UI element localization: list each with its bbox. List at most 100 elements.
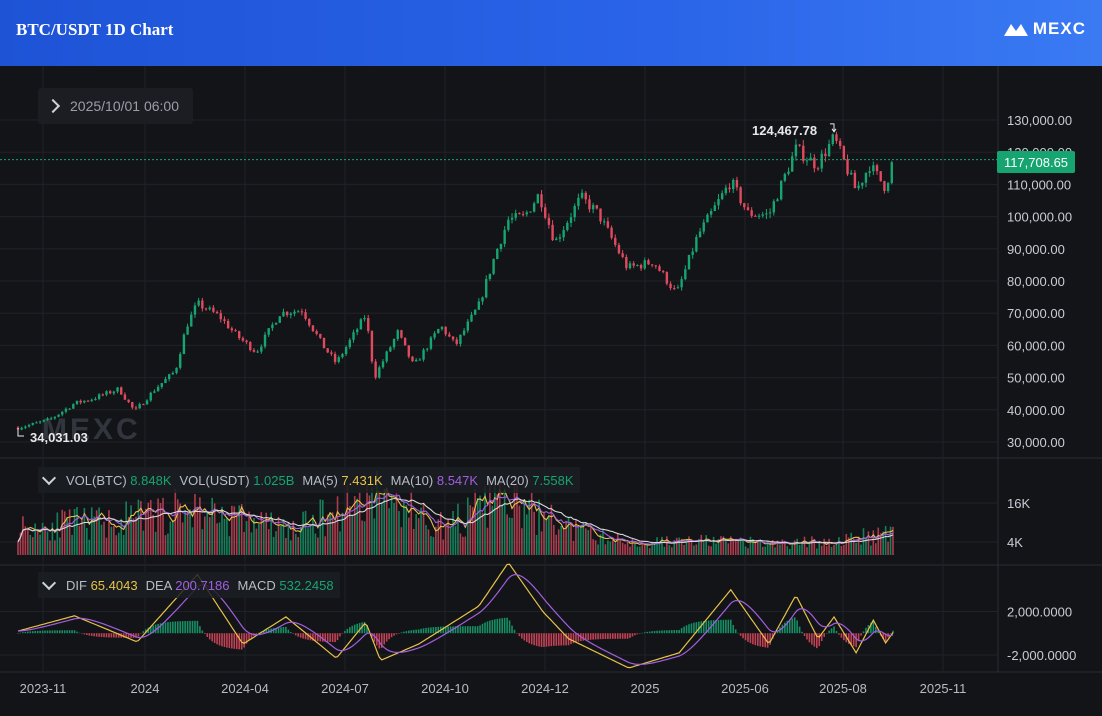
macd-histogram-bar — [675, 630, 678, 634]
volume-bar — [184, 510, 186, 555]
candle-body — [35, 422, 38, 424]
macd-histogram-bar — [555, 633, 558, 646]
volume-bar — [403, 501, 405, 555]
volume-bar — [587, 530, 590, 555]
macd-histogram-bar — [36, 630, 39, 634]
volume-bar — [540, 531, 543, 555]
macd-histogram-bar — [658, 630, 661, 634]
macd-histogram-bar — [176, 621, 179, 634]
macd-histogram-bar — [803, 633, 806, 636]
x-tick-label: 2025-06 — [721, 681, 769, 696]
volume-bar — [771, 540, 774, 555]
candle-body — [134, 407, 138, 409]
candle-body — [850, 172, 853, 175]
volume-bar — [417, 518, 420, 555]
volume-bar — [135, 516, 137, 555]
macd-histogram-bar — [255, 633, 258, 635]
candle-body — [883, 181, 886, 191]
macd-histogram-bar — [324, 633, 327, 642]
macd-histogram-bar — [312, 633, 314, 641]
candle-body — [761, 214, 764, 216]
candle-body — [204, 308, 208, 310]
macd-histogram-bar — [742, 633, 744, 639]
volume-bar — [577, 525, 580, 555]
candle-body — [348, 339, 352, 348]
volume-bar — [550, 504, 553, 555]
candle-body — [765, 213, 768, 215]
volume-bar — [469, 505, 472, 555]
macd-legend[interactable]: DIF 65.4043 DEA 200.7186 MACD 532.2458 — [38, 572, 340, 598]
volume-bar — [582, 521, 585, 555]
volume-legend[interactable]: VOL(BTC) 8.848K VOL(USDT) 1.025B MA(5) 7… — [38, 467, 580, 493]
volume-bar — [294, 533, 297, 555]
volume-bar — [358, 491, 361, 555]
crosshair-date-pill[interactable]: 2025/10/01 06:00 — [38, 88, 193, 124]
candle-body — [886, 183, 890, 191]
chevron-down-icon[interactable] — [41, 470, 57, 486]
volume-bar — [24, 526, 27, 555]
volume-bar — [791, 542, 794, 555]
volume-bar — [874, 543, 877, 555]
volume-bar — [766, 541, 769, 555]
y-tick-label: 110,000.00 — [1007, 177, 1071, 192]
candle-body — [820, 153, 823, 169]
chevron-right-icon[interactable] — [45, 98, 61, 114]
macd-histogram-bar — [476, 626, 479, 634]
macd-histogram-group — [17, 617, 894, 650]
candle-body — [577, 197, 580, 206]
volume-bar — [872, 530, 875, 555]
macd-histogram-bar — [614, 633, 617, 639]
candle-body — [768, 212, 772, 214]
volume-bar — [567, 517, 570, 555]
legend-macd-value: 532.2458 — [279, 577, 334, 593]
volume-bar — [390, 494, 393, 555]
candle-body — [97, 394, 101, 399]
volume-bar — [629, 546, 631, 555]
volume-bar — [877, 527, 880, 555]
macd-histogram-bar — [734, 629, 737, 634]
volume-bar — [395, 493, 398, 555]
volume-bar — [892, 526, 894, 555]
volume-bar — [580, 525, 582, 555]
candle-body — [783, 173, 787, 181]
macd-histogram-bar — [191, 620, 194, 634]
volume-bar — [602, 528, 604, 555]
candle-body — [190, 314, 193, 327]
macd-histogram-bar — [147, 627, 150, 634]
macd-histogram-bar — [430, 627, 432, 634]
candle-body — [739, 187, 742, 204]
volume-bar — [530, 492, 533, 555]
candle-body — [673, 288, 676, 290]
macd-histogram-bar — [501, 618, 503, 634]
volume-bar — [380, 502, 383, 555]
candle-body — [208, 307, 211, 310]
volume-bar — [816, 548, 818, 555]
candle-body — [879, 171, 882, 182]
macd-histogram-bar — [683, 626, 685, 634]
macd-histogram-bar — [86, 633, 88, 636]
macd-histogram-bar — [852, 633, 855, 647]
candle-body — [289, 313, 293, 316]
volume-bar — [685, 539, 688, 555]
macd-histogram-bar — [695, 622, 698, 634]
candle-body — [853, 172, 857, 189]
macd-histogram-bar — [602, 633, 604, 640]
volume-bar — [439, 512, 442, 555]
volume-bar — [673, 540, 676, 555]
macd-histogram-bar — [575, 633, 577, 643]
candle-body — [344, 347, 348, 355]
macd-histogram-bar — [105, 633, 108, 638]
volume-bar — [371, 487, 373, 555]
macd-histogram-bar — [466, 626, 469, 634]
volume-bar — [341, 512, 344, 555]
macd-histogram-bar — [511, 625, 513, 634]
candle-body — [131, 402, 134, 408]
macd-histogram-bar — [808, 633, 811, 643]
chevron-down-icon[interactable] — [41, 575, 57, 591]
candle-body — [396, 330, 399, 340]
volume-bar — [631, 538, 634, 555]
candle-body — [732, 179, 735, 190]
macd-histogram-bar — [235, 633, 238, 650]
volume-bar — [321, 499, 324, 555]
